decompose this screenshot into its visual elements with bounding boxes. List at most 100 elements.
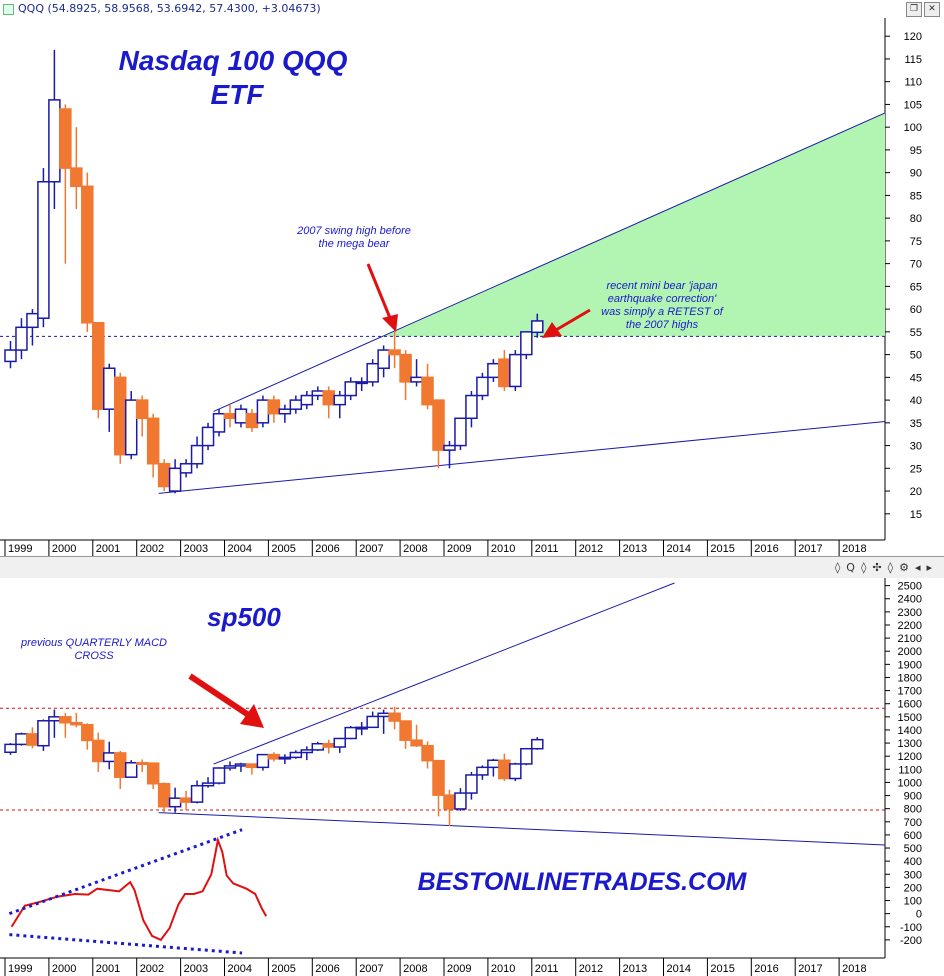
x-tick-label: 2001 [96,543,120,555]
y-tick-label: 35 [910,418,922,430]
x-tick-label: 2002 [140,963,164,975]
qqq-candle-body [124,399,138,456]
qqq-candle-body [15,326,28,351]
arrow-retest [555,308,591,332]
x-tick-label: 2015 [710,543,734,555]
x-tick-label: 1999 [8,963,32,975]
x-tick-label: 2018 [842,963,866,975]
qqq-candle-body [355,381,368,385]
green-breakout-zone [382,112,885,337]
annotation-macd-cross: previous QUARTERLY MACD [20,637,167,649]
scroll-left-icon[interactable]: ◂ [914,561,927,574]
y-tick-label: 90 [910,168,922,180]
qqq-candle-body [443,444,456,451]
close-button[interactable]: ✕ [924,2,940,17]
y-tick-label: 15 [910,509,922,521]
y-tick-label: 400 [904,856,922,868]
sp500-candle-body [410,739,423,747]
y-tick-label: 1400 [898,725,922,737]
x-tick-label: 2000 [52,543,76,555]
qqq-candle-body [487,362,500,379]
y-tick-label: 2500 [898,581,922,593]
x-tick-label: 2004 [228,963,252,975]
sp500-candle-body [509,763,522,780]
sp500-candle-body [344,726,357,740]
sp500-candle-body [70,721,83,726]
y-tick-label: -100 [900,922,922,934]
sp500-candle-body [311,742,325,751]
sp500-candle-body [81,723,94,742]
y-tick-label: 45 [910,372,922,384]
sp500-candle-body [366,715,379,729]
x-tick-label: 2014 [667,543,691,555]
x-tick-label: 2012 [579,963,603,975]
sp500-candle-body [212,767,226,784]
x-tick-label: 2012 [579,543,603,555]
qqq-candle-body [509,353,522,388]
y-tick-label: 1300 [898,738,922,750]
sp500-candle-body [124,762,138,778]
x-tick-label: 2018 [842,543,866,555]
auto-scale-icon[interactable]: ◊ [860,561,873,574]
sp500-candle-body [113,752,127,778]
y-tick-label: 95 [910,145,922,157]
sp500-candle-body [190,784,204,803]
zoom-icon[interactable]: Q [846,561,861,574]
arrow-macd-cross [188,673,252,719]
crosshair-icon[interactable]: ◊ [887,561,900,574]
restore-button[interactable]: ❐ [906,2,922,17]
y-tick-label: 65 [910,281,922,293]
sp500-candle-body [399,720,412,741]
sp500-candle-body [498,759,511,780]
qqq-candle-body [70,167,83,188]
annotation-retest: recent mini bear 'japan [607,280,718,292]
sp500-candle-body [476,766,489,776]
y-tick-label: 40 [910,395,922,407]
y-tick-label: 2400 [898,594,922,606]
y-tick-label: 55 [910,327,922,339]
qqq-candle-body [377,349,390,369]
x-tick-label: 2004 [228,543,252,555]
sp500-candle-body [421,744,434,762]
sp500-candle-body [322,742,336,748]
properties-icon[interactable]: ⚙ [899,561,915,574]
y-tick-label: 1600 [898,699,922,711]
y-tick-label: 500 [904,843,922,855]
arrow-2007-high [366,263,392,319]
y-tick-label: 100 [904,122,922,134]
qqq-candle-body [81,185,94,324]
qqq-candle-body [388,349,401,356]
sp500-candle-body [531,738,544,750]
sp500-candle-body [520,747,533,765]
y-tick-label: 75 [910,236,922,248]
sp500-candle-body [289,751,303,759]
qqq-candle-body [498,358,511,388]
qqq-candle-body [92,322,105,410]
chart-subtitle: ETF [211,79,265,110]
y-tick-label: 2000 [898,646,922,658]
x-tick-label: 2011 [535,963,559,975]
qqq-candle-body [333,394,346,406]
sp500-candle-body [234,763,248,767]
sp500-candle-body [48,716,61,722]
sp500-candle-body [245,763,259,769]
sp500-candle-body [179,797,193,803]
sp500-candle-body [201,782,215,787]
navigate-icon[interactable]: ◊ [834,561,847,574]
sp500-candle-body [37,720,50,747]
scroll-right-icon[interactable]: ▸ [926,561,938,574]
y-tick-label: 1800 [898,672,922,684]
pan-icon[interactable]: ✣ [872,561,888,574]
sp500-candle-body [256,753,270,769]
qqq-chart: 15 20 25 30 35 40 45 50 55 60 65 70 75 80 85 90 95 100 105… [0,18,944,556]
x-tick-label: 2006 [315,543,339,555]
chart-title: Nasdaq 100 QQQ [119,45,348,76]
annotation-2007-swing-high: the mega bear [319,238,391,250]
sp500-candle-body [146,762,160,785]
x-tick-label: 2015 [710,963,734,975]
x-tick-label: 2010 [491,543,515,555]
y-tick-label: 700 [904,817,922,829]
x-tick-label: 2011 [535,543,559,555]
y-tick-label: 30 [910,441,922,453]
